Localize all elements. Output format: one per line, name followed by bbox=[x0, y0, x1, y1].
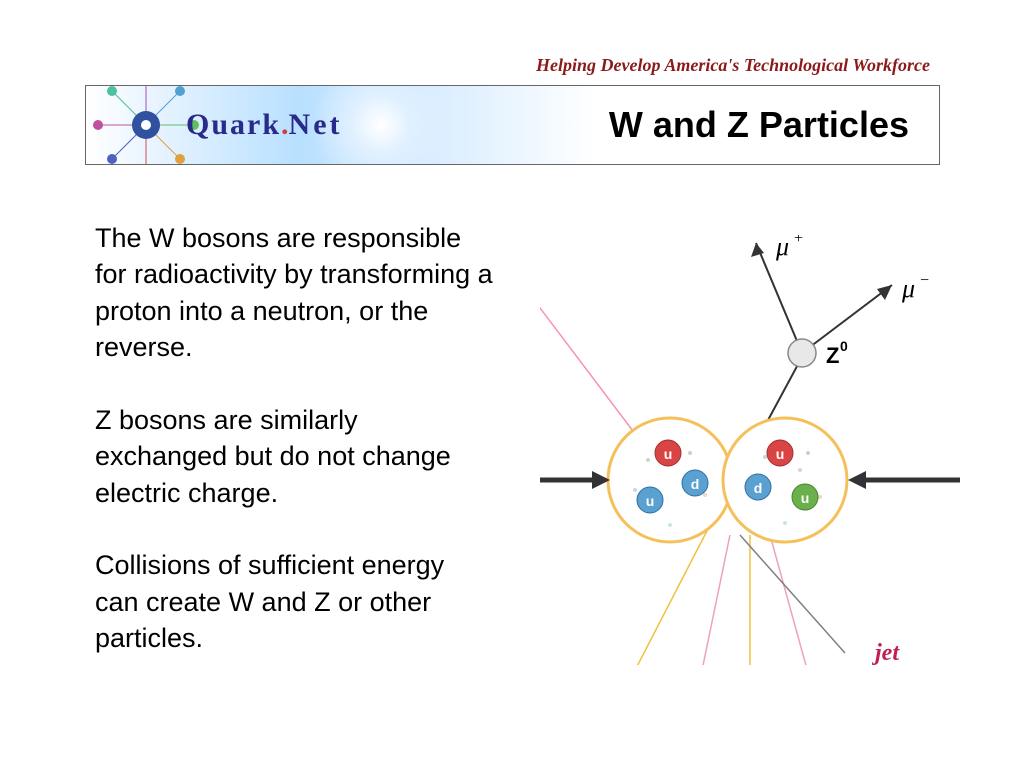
paragraph-1: The W bosons are responsible for radioac… bbox=[95, 220, 495, 366]
jet-lines bbox=[630, 525, 845, 665]
mu-minus-label: μ − bbox=[901, 272, 929, 303]
collision-diagram: μ + μ − Z 0 jet bbox=[540, 235, 960, 665]
svg-text:d: d bbox=[691, 476, 700, 492]
jet-label: jet bbox=[871, 640, 900, 665]
muon-lines bbox=[751, 243, 892, 353]
body-text: The W bosons are responsible for radioac… bbox=[95, 220, 495, 692]
svg-text:μ: μ bbox=[901, 274, 915, 303]
paragraph-2: Z bosons are similarly exchanged but do … bbox=[95, 402, 495, 511]
header-banner: Helping Develop America's Technological … bbox=[85, 55, 940, 170]
svg-text:d: d bbox=[754, 480, 763, 496]
z-label: Z 0 bbox=[826, 338, 848, 368]
paragraph-3: Collisions of sufficient energy can crea… bbox=[95, 547, 495, 656]
svg-text:+: + bbox=[794, 235, 803, 247]
mu-plus-label: μ + bbox=[775, 235, 803, 261]
left-beam-arrow bbox=[540, 471, 610, 489]
left-proton: u d u bbox=[608, 418, 732, 542]
right-proton: u d u bbox=[723, 418, 847, 542]
svg-text:u: u bbox=[664, 446, 673, 462]
svg-text:u: u bbox=[646, 493, 655, 509]
z-boson-icon bbox=[788, 339, 816, 367]
svg-text:0: 0 bbox=[840, 338, 848, 354]
tagline-text: Helping Develop America's Technological … bbox=[536, 55, 930, 76]
svg-text:μ: μ bbox=[775, 235, 789, 261]
brand-text: Quark.Net bbox=[186, 108, 343, 142]
svg-text:u: u bbox=[801, 490, 810, 506]
page-title: W and Z Particles bbox=[609, 104, 909, 146]
right-beam-arrow bbox=[848, 471, 960, 489]
banner-background: Quark.Net W and Z Particles bbox=[85, 85, 940, 165]
svg-text:Z: Z bbox=[826, 343, 839, 368]
svg-text:u: u bbox=[776, 446, 785, 462]
svg-text:−: − bbox=[920, 272, 929, 289]
